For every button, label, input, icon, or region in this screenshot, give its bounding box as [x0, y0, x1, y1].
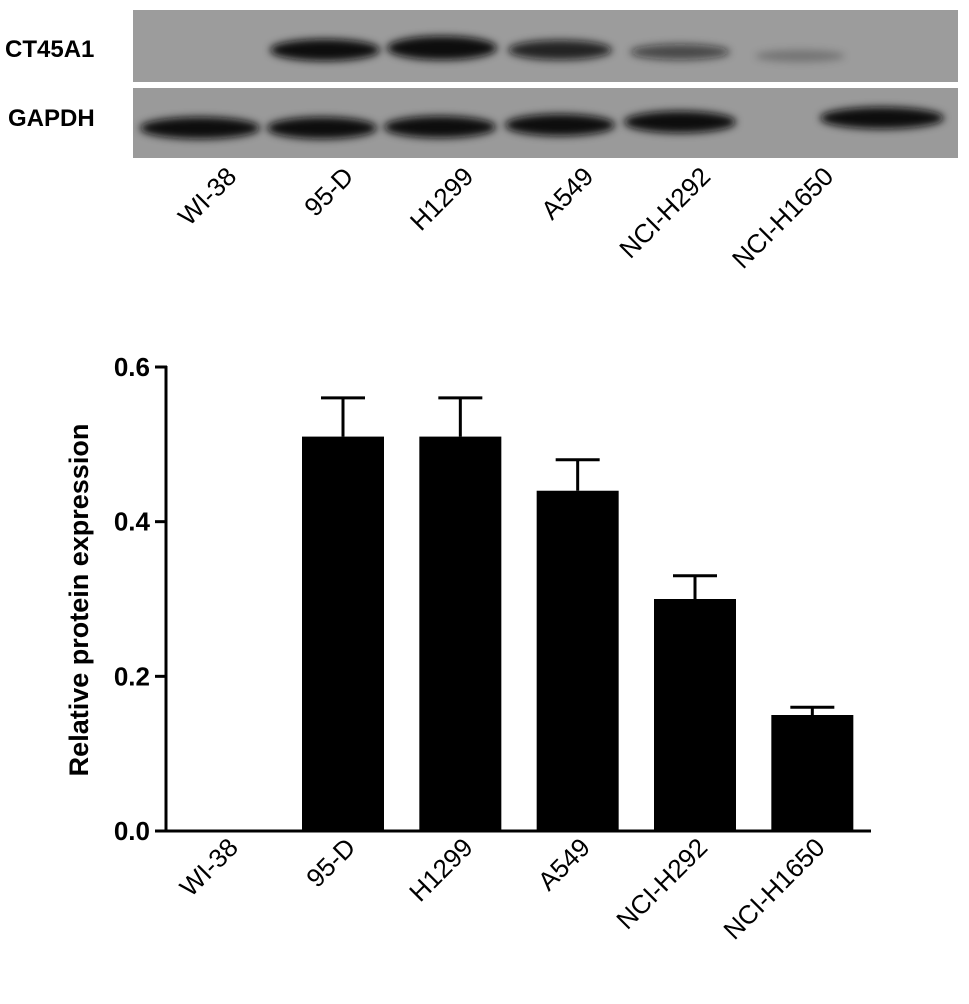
y-axis-title: Relative protein expression [64, 424, 94, 777]
band [508, 40, 612, 60]
band [384, 116, 496, 138]
y-tick-label: 0.2 [114, 661, 150, 691]
bar [654, 599, 736, 831]
blot-row-label: GAPDH [8, 105, 95, 132]
y-tick-label: 0.4 [114, 507, 151, 537]
band [624, 111, 736, 133]
x-tick-label: H1299 [403, 832, 478, 907]
x-tick-label: WI-38 [174, 832, 244, 902]
x-tick-label: 95-D [300, 832, 361, 893]
lane-label: 95-D [298, 161, 359, 222]
lane-label: H1299 [404, 161, 479, 236]
band [755, 50, 845, 62]
band [387, 36, 497, 60]
x-tick-label: A549 [532, 832, 596, 896]
lane-label: WI-38 [172, 161, 242, 231]
bar [536, 490, 619, 831]
band [820, 107, 944, 129]
lane-label: NCI-H1650 [726, 161, 839, 274]
western-blot: CT45A1 GAPDH WI-38 95-D H1299 A549 NCI-H… [5, 10, 958, 274]
x-tick-label: NCI-H292 [610, 832, 713, 935]
lane-label: NCI-H292 [613, 161, 716, 264]
x-tick-label: NCI-H1650 [717, 832, 830, 945]
band [270, 39, 380, 61]
bar [302, 436, 384, 831]
bar [419, 436, 502, 831]
lane-label: A549 [535, 161, 599, 225]
band [267, 117, 377, 139]
bar [771, 715, 854, 831]
band [505, 114, 615, 136]
blot-row-label: CT45A1 [5, 36, 94, 63]
y-tick-label: 0.6 [114, 352, 150, 382]
band [140, 117, 260, 139]
band [630, 44, 730, 60]
y-tick-label: 0.0 [114, 816, 150, 846]
